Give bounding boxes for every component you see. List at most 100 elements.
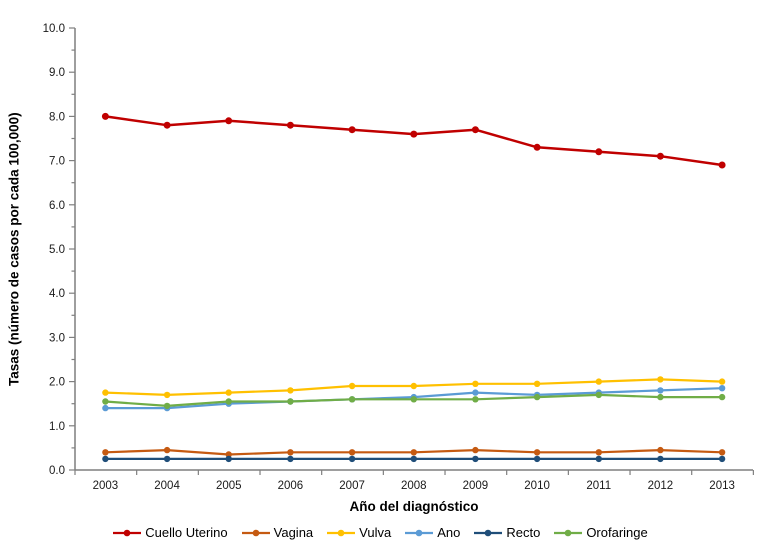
data-point-vulva: [472, 380, 479, 387]
data-point-recto: [287, 455, 294, 463]
y-tick-label: 1.0: [49, 421, 65, 433]
data-point-recto: [102, 455, 109, 463]
data-point-orofaringe: [348, 396, 356, 403]
data-point-recto: [472, 455, 479, 463]
y-tick-label: 7.0: [49, 156, 65, 168]
data-point-orofaringe: [657, 393, 664, 401]
x-tick-label: 2003: [93, 480, 119, 492]
data-point-cuello-uterino: [595, 148, 603, 156]
legend-marker-icon: [113, 529, 142, 536]
data-point-vagina: [225, 451, 232, 458]
plot-area: 0.0 1.0 2.0 3.0 4.0 5.0 6.0 7.0 8.0 9.0 10.0 2003 20…: [43, 23, 754, 492]
data-point-recto: [225, 455, 232, 463]
data-point-orofaringe: [102, 398, 109, 405]
legend-item-cuello-uterino: Cuello Uterino: [112, 525, 228, 540]
x-tick-label: 2005: [216, 480, 242, 492]
y-tick-label: 5.0: [49, 244, 65, 256]
legend-marker-icon: [554, 529, 583, 536]
data-point-orofaringe: [533, 393, 541, 401]
legend-label: Cuello Uterino: [145, 525, 228, 540]
data-point-vagina: [595, 449, 602, 456]
legend-label: Orofaringe: [586, 525, 648, 540]
data-point-vulva: [102, 389, 109, 396]
data-point-vulva: [287, 387, 294, 394]
data-point-orofaringe: [163, 402, 171, 410]
y-tick-label: 8.0: [49, 111, 65, 123]
data-point-cuello-uterino: [163, 121, 171, 129]
legend-label: Recto: [506, 525, 541, 540]
data-point-cuello-uterino: [533, 143, 541, 151]
x-tick-label: 2012: [648, 480, 674, 492]
y-tick-label: 0.0: [49, 465, 65, 477]
data-point-vagina: [410, 449, 417, 456]
x-tick-label: 2013: [709, 480, 735, 492]
series-line-cuello-uterino: [104, 115, 724, 167]
legend-item-orofaringe: Orofaringe: [553, 525, 648, 540]
data-point-recto: [348, 455, 356, 463]
data-point-orofaringe: [595, 391, 602, 399]
data-point-vagina: [287, 449, 294, 456]
x-tick-label: 2009: [463, 480, 489, 492]
data-point-cuello-uterino: [718, 161, 726, 169]
data-point-vulva: [657, 376, 664, 383]
data-point-vulva: [163, 391, 171, 399]
data-point-cuello-uterino: [348, 126, 356, 134]
series-recto: [102, 455, 726, 463]
data-point-ano: [102, 404, 109, 412]
data-point-vagina: [533, 449, 541, 456]
data-point-orofaringe: [410, 396, 417, 403]
data-point-cuello-uterino: [225, 117, 233, 125]
data-point-recto: [533, 455, 541, 463]
y-tick-label: 4.0: [49, 288, 65, 300]
series-vagina: [102, 446, 726, 458]
data-point-recto: [718, 455, 726, 463]
y-tick-label: 3.0: [49, 332, 65, 344]
data-point-ano: [718, 385, 726, 392]
x-tick-label: 2011: [586, 480, 611, 492]
data-point-vulva: [410, 382, 417, 390]
x-tick-label: 2007: [339, 480, 365, 492]
legend-item-vagina: Vagina: [241, 525, 313, 540]
data-point-ano: [657, 387, 664, 394]
series-vulva: [102, 376, 726, 399]
legend: Cuello Uterino Vagina Vulva Ano Recto Orofari…: [0, 525, 760, 540]
data-point-cuello-uterino: [286, 121, 294, 129]
data-point-cuello-uterino: [471, 126, 479, 134]
legend-item-ano: Ano: [404, 525, 460, 540]
data-point-cuello-uterino: [410, 130, 418, 138]
data-point-orofaringe: [718, 393, 726, 401]
data-point-vagina: [163, 446, 171, 454]
legend-marker-icon: [327, 529, 356, 536]
y-tick-label: 9.0: [49, 67, 65, 79]
data-point-vulva: [225, 389, 232, 396]
x-tick-label: 2008: [401, 480, 427, 492]
x-axis-title: Año del diagnóstico: [349, 499, 479, 514]
legend-item-vulva: Vulva: [326, 525, 391, 540]
data-point-vulva: [718, 378, 726, 385]
data-point-vulva: [533, 380, 541, 387]
data-point-cuello-uterino: [656, 152, 664, 160]
data-point-vagina: [718, 449, 726, 456]
data-point-orofaringe: [472, 396, 479, 403]
data-point-vagina: [657, 446, 664, 454]
data-point-recto: [163, 455, 171, 463]
data-point-orofaringe: [287, 398, 294, 405]
legend-marker-icon: [474, 529, 503, 536]
legend-label: Vulva: [359, 525, 392, 540]
data-point-recto: [595, 455, 602, 463]
data-point-cuello-uterino: [101, 112, 109, 120]
series-cuello-uterino: [101, 112, 726, 169]
y-tick-label: 6.0: [49, 200, 65, 212]
y-tick-label: 2.0: [49, 377, 65, 389]
data-point-vagina: [472, 446, 479, 454]
data-point-recto: [657, 455, 664, 463]
y-tick-label: 10.0: [43, 23, 65, 35]
x-tick-label: 2006: [278, 480, 304, 492]
data-point-orofaringe: [225, 398, 232, 405]
data-point-vulva: [348, 382, 356, 390]
data-point-ano: [472, 389, 479, 396]
data-point-recto: [410, 455, 417, 463]
x-tick-label: 2010: [524, 480, 550, 492]
data-point-vagina: [348, 449, 356, 456]
